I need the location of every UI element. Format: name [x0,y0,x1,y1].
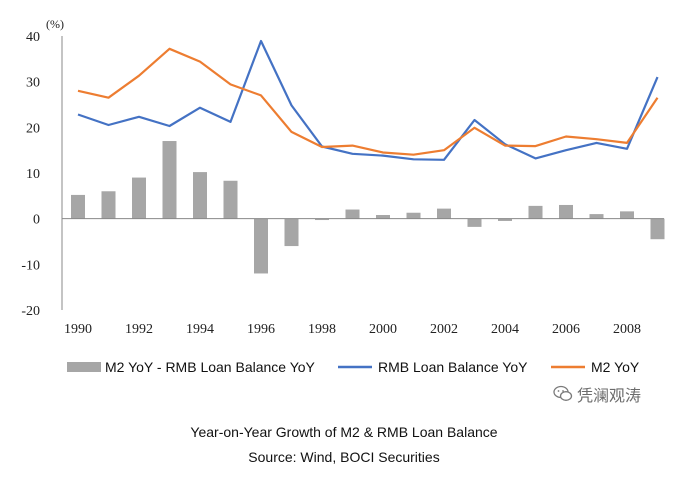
y-tick-label: 30 [26,76,40,91]
bar [498,218,512,221]
bar [559,204,573,219]
y-tick-label: 40 [26,30,40,45]
line-m2-yoy [77,47,659,156]
legend-label: RMB Loan Balance YoY [378,359,528,375]
wechat-icon [553,385,573,401]
watermark: 凭澜观涛 [553,382,641,406]
x-tick-label: 1996 [247,322,275,337]
bar [223,180,238,219]
bar [437,208,451,219]
bar [406,212,421,219]
y-tick-label: -20 [21,304,40,319]
bar [528,205,543,219]
y-tick-label: 10 [26,167,40,182]
x-tick-label: 1994 [186,322,214,337]
line-rmb-loan-balance-yoy [77,39,659,161]
bar [620,211,634,219]
watermark-text: 凭澜观涛 [577,386,642,405]
bar [345,209,360,219]
bar [132,177,146,219]
x-tick-label: 2000 [369,322,397,337]
x-tick-label: 1992 [125,322,153,337]
bar [193,172,207,219]
x-tick-label: 1990 [64,322,92,337]
x-tick-label: 2008 [613,322,641,337]
bar [71,194,85,219]
y-tick-label: 20 [26,121,40,136]
bar [315,218,329,221]
x-tick-label: 1998 [308,322,336,337]
legend-label: M2 YoY - RMB Loan Balance YoY [105,359,316,375]
bar [376,215,390,219]
bar [101,191,116,219]
bar [284,218,299,247]
chart-caption-source: Source: Wind, BOCI Securities [248,449,440,465]
bar [589,214,604,219]
x-tick-label: 2004 [491,322,519,337]
x-tick-label: 2002 [430,322,458,337]
y-unit-label: (%) [46,17,64,31]
bar [254,218,268,274]
bar [162,141,177,219]
y-tick-label: 0 [33,213,40,228]
chart-caption-title: Year-on-Year Growth of M2 & RMB Loan Bal… [190,424,498,440]
bar [650,218,665,240]
bar [467,218,482,227]
x-tick-label: 2006 [552,322,580,337]
legend-swatch [67,362,101,372]
legend-label: M2 YoY [591,359,640,375]
y-tick-label: -10 [21,258,40,273]
